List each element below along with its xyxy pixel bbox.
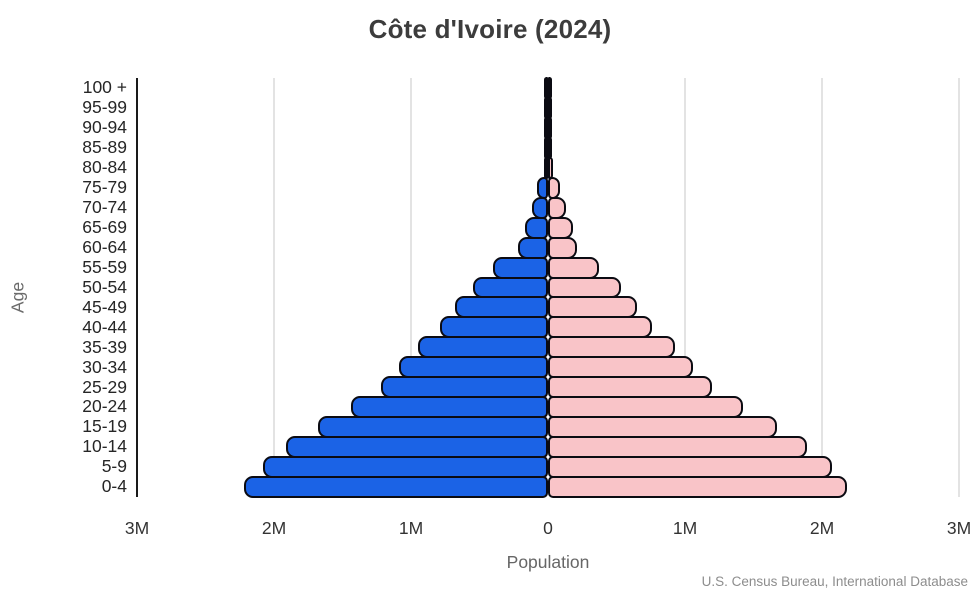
- y-axis-line: [136, 78, 138, 497]
- bar-female: [548, 476, 847, 499]
- pyramid-row: [137, 176, 959, 199]
- pyramid-row: [137, 216, 959, 239]
- bar-female: [548, 196, 566, 219]
- pyramid-row: [137, 396, 959, 419]
- x-tick-label: 0: [543, 518, 553, 538]
- bar-male: [398, 356, 548, 379]
- bar-female: [548, 416, 777, 439]
- age-tick-label: 55-59: [82, 256, 127, 277]
- gridline: [958, 78, 960, 497]
- chart-title: Côte d'Ivoire (2024): [368, 14, 612, 44]
- age-tick-label: 40-44: [82, 316, 127, 337]
- bar-male: [517, 236, 548, 259]
- bar-female: [548, 436, 807, 459]
- bar-female: [548, 96, 552, 119]
- age-tick-label: 15-19: [82, 416, 127, 437]
- pyramid-row: [137, 156, 959, 179]
- pyramid-row: [137, 196, 959, 219]
- bar-female: [548, 316, 653, 339]
- bar-male: [286, 436, 548, 459]
- age-tick-label: 5-9: [101, 456, 127, 477]
- bar-female: [548, 296, 638, 319]
- age-tick-label: 10-14: [82, 436, 127, 457]
- x-tick-label: 2M: [261, 518, 287, 538]
- age-tick-label: 100 +: [82, 77, 127, 98]
- age-tick-label: 45-49: [82, 296, 127, 317]
- x-tick-label: 3M: [124, 518, 150, 538]
- pyramid-row: [137, 376, 959, 399]
- age-tick-label: 50-54: [82, 276, 127, 297]
- pyramid-row: [137, 256, 959, 279]
- pyramid-row: [137, 116, 959, 139]
- gridline: [821, 78, 823, 497]
- x-tick-label: 1M: [672, 518, 698, 538]
- pyramid-row: [137, 456, 959, 479]
- pyramid-row: [137, 436, 959, 459]
- bar-female: [548, 156, 554, 179]
- age-tick-label: 95-99: [82, 97, 127, 118]
- x-axis-ticks: 3M 2M 1M 0 1M 2M 3M: [125, 518, 971, 540]
- bar-male: [524, 216, 548, 239]
- gridline: [684, 78, 686, 497]
- bar-female: [548, 136, 552, 159]
- age-tick-label: 90-94: [82, 117, 127, 138]
- age-tick-label: 30-34: [82, 356, 127, 377]
- pyramid-row: [137, 316, 959, 339]
- bar-male: [317, 416, 548, 439]
- age-tick-label: 70-74: [82, 196, 127, 217]
- age-labels: 100 +95-99 90-94 85-89 80-84 75-79 70-74 65-69…: [0, 78, 127, 497]
- age-tick-label: 20-24: [82, 396, 127, 417]
- age-tick-label: 35-39: [82, 336, 127, 357]
- bar-female: [548, 77, 552, 99]
- bar-male: [417, 336, 548, 359]
- bar-female: [548, 356, 694, 379]
- gridline: [273, 78, 275, 497]
- pyramid-row: [137, 136, 959, 159]
- bar-female: [548, 256, 599, 279]
- x-tick-label: 1M: [398, 518, 424, 538]
- x-tick-label: 3M: [946, 518, 972, 538]
- bar-female: [548, 396, 743, 419]
- bar-female: [548, 376, 713, 399]
- age-tick-label: 85-89: [82, 137, 127, 158]
- pyramid-row: [137, 416, 959, 439]
- pyramid-row: [137, 296, 959, 319]
- bar-female: [548, 336, 676, 359]
- pyramid-row: [137, 96, 959, 119]
- bar-male: [350, 396, 548, 419]
- age-tick-label: 0-4: [101, 476, 127, 497]
- age-tick-label: 25-29: [82, 376, 127, 397]
- pyramid-rows: [137, 77, 959, 499]
- bar-male: [263, 456, 548, 479]
- bar-male: [380, 376, 548, 399]
- age-tick-label: 75-79: [82, 176, 127, 197]
- x-tick-label: 2M: [809, 518, 835, 538]
- gridline: [410, 78, 412, 497]
- bar-male: [472, 276, 548, 299]
- bar-female: [548, 276, 621, 299]
- age-tick-label: 65-69: [82, 216, 127, 237]
- bar-male: [531, 196, 548, 219]
- age-tick-label: 60-64: [82, 236, 127, 257]
- pyramid-row: [137, 476, 959, 499]
- pyramid-row: [137, 77, 959, 99]
- bar-female: [548, 236, 577, 259]
- pyramid-row: [137, 236, 959, 259]
- bar-male: [243, 476, 548, 499]
- source-credit: U.S. Census Bureau, International Databa…: [701, 574, 968, 589]
- pyramid-row: [137, 276, 959, 299]
- pyramid-plot: [136, 77, 960, 499]
- bar-male: [439, 316, 548, 339]
- age-tick-label: 80-84: [82, 157, 127, 178]
- pyramid-row: [137, 356, 959, 379]
- bar-female: [548, 216, 573, 239]
- bar-female: [548, 456, 832, 479]
- bar-male: [537, 176, 548, 199]
- bar-female: [548, 116, 552, 139]
- bar-female: [548, 176, 561, 199]
- pyramid-row: [137, 336, 959, 359]
- x-axis-label: Population: [506, 552, 590, 572]
- bar-male: [493, 256, 548, 279]
- bar-male: [454, 296, 548, 319]
